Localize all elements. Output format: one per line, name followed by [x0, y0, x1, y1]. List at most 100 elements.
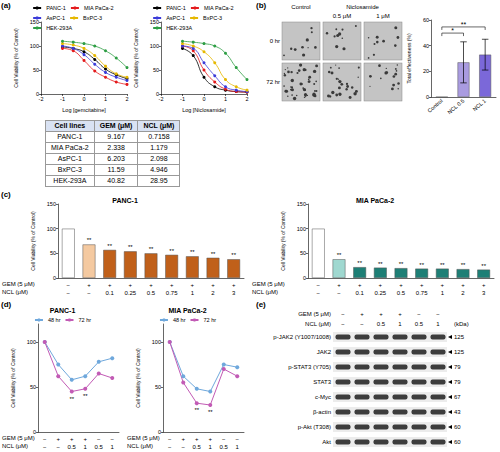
svg-text:100: 100	[297, 226, 306, 232]
svg-text:−: −	[417, 311, 421, 317]
svg-text:79: 79	[454, 379, 461, 385]
svg-text:1: 1	[104, 96, 107, 102]
svg-text:Control: Control	[426, 98, 443, 114]
svg-text:1: 1	[436, 321, 440, 327]
svg-text:NCL (μM): NCL (μM)	[252, 289, 278, 295]
svg-text:−: −	[436, 311, 440, 317]
svg-text:0.5: 0.5	[415, 321, 424, 327]
svg-text:+: +	[379, 311, 383, 317]
svg-text:−: −	[43, 436, 47, 442]
svg-text:+: +	[108, 282, 112, 288]
svg-text:50: 50	[33, 67, 39, 73]
svg-text:0.5: 0.5	[147, 290, 156, 296]
svg-text:**: **	[190, 249, 195, 255]
svg-text:50: 50	[300, 250, 306, 256]
svg-text:0.5: 0.5	[68, 444, 77, 450]
svg-text:MIA PaCa-2: MIA PaCa-2	[84, 5, 114, 11]
svg-text:−: −	[168, 436, 172, 442]
svg-text:79: 79	[454, 364, 461, 370]
svg-text:72 hr: 72 hr	[204, 317, 217, 323]
svg-text:1: 1	[84, 444, 88, 450]
svg-text:+: +	[482, 282, 486, 288]
svg-text:**: **	[378, 261, 383, 267]
svg-text:125: 125	[454, 334, 465, 340]
svg-text:+: +	[170, 282, 174, 288]
svg-text:Log [Niclosamide]: Log [Niclosamide]	[182, 107, 226, 113]
svg-text:PANC-1: PANC-1	[166, 5, 186, 11]
svg-text:NCL (μM): NCL (μM)	[2, 289, 28, 295]
svg-text:Cell Viability (% of Control): Cell Viability (% of Control)	[13, 28, 19, 88]
svg-text:2: 2	[461, 290, 465, 296]
svg-text:+: +	[83, 436, 87, 442]
svg-text:**: **	[357, 260, 362, 266]
svg-text:−: −	[235, 436, 239, 442]
svg-text:3: 3	[482, 290, 486, 296]
svg-text:0: 0	[53, 275, 56, 281]
svg-text:−: −	[341, 311, 345, 317]
svg-text:NCL 1: NCL 1	[471, 98, 487, 112]
svg-text:150: 150	[150, 19, 159, 25]
svg-text:-2: -2	[39, 96, 44, 102]
svg-text:NCL (μM): NCL (μM)	[2, 443, 28, 449]
svg-text:20: 20	[423, 68, 429, 74]
svg-text:+: +	[191, 282, 195, 288]
svg-text:+: +	[70, 436, 74, 442]
svg-text:Cell Viability (% of Control): Cell Viability (% of Control)	[280, 211, 286, 271]
svg-text:+: +	[129, 282, 133, 288]
svg-text:100: 100	[27, 339, 36, 345]
svg-text:Akt: Akt	[322, 439, 331, 445]
svg-text:−: −	[317, 290, 321, 296]
svg-text:+: +	[337, 282, 341, 288]
svg-text:BxPC-3: BxPC-3	[83, 15, 102, 21]
svg-text:p-STAT3 (Y705): p-STAT3 (Y705)	[288, 364, 331, 370]
svg-text:1: 1	[224, 96, 227, 102]
svg-text:+: +	[87, 282, 91, 288]
svg-text:0: 0	[202, 96, 205, 102]
svg-text:50: 50	[50, 250, 56, 256]
svg-text:HEK-293A: HEK-293A	[46, 25, 72, 31]
svg-text:+: +	[56, 436, 60, 442]
svg-text:Cell Viability (% of Control): Cell Viability (% of Control)	[133, 28, 139, 88]
svg-text:Cell Viability (% of Control): Cell Viability (% of Control)	[135, 348, 141, 408]
svg-text:50: 50	[153, 67, 159, 73]
svg-text:GEM (5 μM): GEM (5 μM)	[127, 435, 160, 441]
svg-text:0: 0	[303, 275, 306, 281]
svg-text:0.1: 0.1	[105, 290, 114, 296]
svg-text:Control: Control	[291, 4, 310, 10]
svg-text:+: +	[398, 311, 402, 317]
svg-text:GEM (5 μM): GEM (5 μM)	[2, 281, 35, 287]
svg-text:−: −	[67, 282, 71, 288]
svg-text:2: 2	[245, 96, 248, 102]
svg-text:*: *	[451, 27, 454, 34]
svg-text:p-Akt (T308): p-Akt (T308)	[298, 424, 331, 430]
svg-text:60: 60	[454, 439, 461, 445]
svg-text:**: **	[337, 252, 342, 258]
svg-text:+: +	[195, 436, 199, 442]
svg-text:0.25: 0.25	[374, 290, 386, 296]
svg-text:−: −	[97, 436, 101, 442]
svg-text:0.5: 0.5	[193, 444, 202, 450]
svg-text:NCL 0.5: NCL 0.5	[446, 98, 465, 115]
svg-text:150: 150	[297, 201, 306, 207]
svg-text:**: **	[231, 252, 236, 258]
svg-text:+: +	[208, 436, 212, 442]
svg-text:1: 1	[209, 444, 213, 450]
svg-text:NCL (μM): NCL (μM)	[305, 321, 331, 327]
svg-text:1: 1	[441, 290, 445, 296]
svg-text:100: 100	[47, 226, 56, 232]
svg-text:−: −	[43, 444, 47, 450]
svg-text:-1: -1	[60, 96, 65, 102]
svg-text:40: 40	[423, 43, 429, 49]
svg-text:60: 60	[423, 17, 429, 23]
svg-text:100: 100	[30, 43, 39, 49]
svg-text:+: +	[399, 282, 403, 288]
svg-text:150: 150	[30, 19, 39, 25]
svg-text:MIA PaCa-2: MIA PaCa-2	[204, 5, 234, 11]
svg-text:−: −	[341, 321, 345, 327]
svg-text:GEM (5 μM): GEM (5 μM)	[298, 311, 331, 317]
svg-text:−: −	[56, 444, 60, 450]
svg-text:**: **	[440, 262, 445, 268]
svg-text:100: 100	[152, 339, 161, 345]
svg-text:**: **	[481, 263, 486, 269]
svg-text:AsPC-1: AsPC-1	[166, 15, 185, 21]
